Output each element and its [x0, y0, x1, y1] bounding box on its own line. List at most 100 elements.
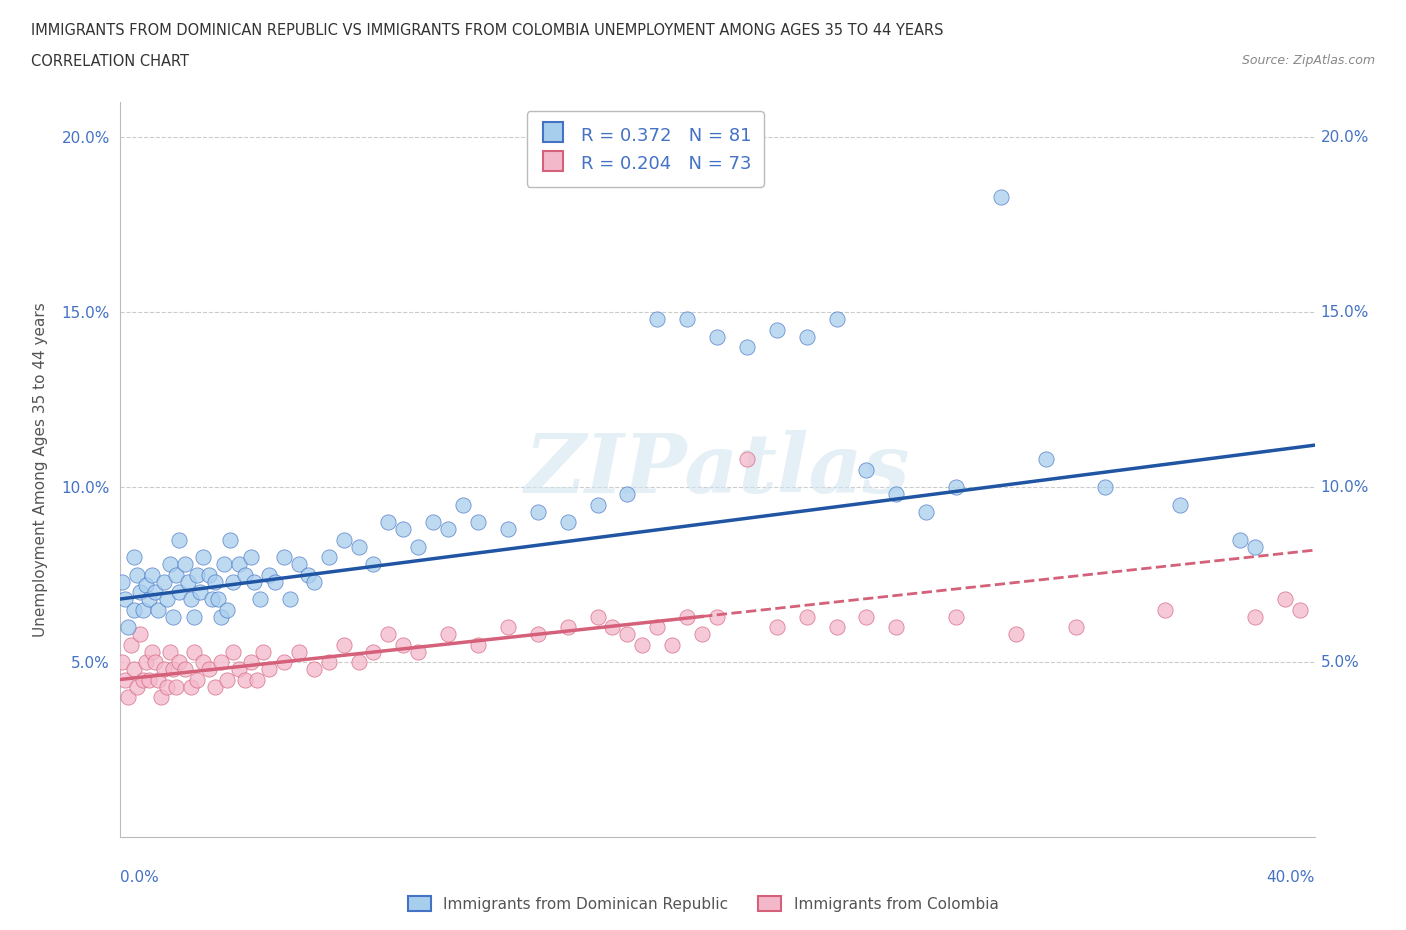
Point [347, 655, 370, 670]
Point [111, 574, 134, 589]
Point [1064, 619, 1087, 634]
Point [114, 591, 136, 606]
Point [212, 557, 235, 572]
Point [706, 329, 728, 344]
Point [129, 627, 152, 642]
Text: 10.0%: 10.0% [1320, 480, 1369, 495]
Point [273, 655, 295, 670]
Point [207, 591, 229, 606]
Point [117, 690, 139, 705]
Point [183, 609, 205, 624]
Point [204, 574, 226, 589]
Point [278, 591, 301, 606]
Point [392, 522, 415, 537]
Point [557, 514, 579, 529]
Point [392, 637, 415, 652]
Point [825, 312, 848, 326]
Point [239, 550, 263, 565]
Point [496, 522, 519, 537]
Point [631, 637, 654, 652]
Point [318, 550, 340, 565]
Point [422, 514, 444, 529]
Point [243, 574, 266, 589]
Text: Source: ZipAtlas.com: Source: ZipAtlas.com [1241, 54, 1375, 67]
Point [1035, 452, 1057, 467]
Text: 0.0%: 0.0% [120, 870, 159, 885]
Point [239, 655, 263, 670]
Point [1005, 627, 1028, 642]
Point [257, 567, 280, 582]
Point [209, 609, 232, 624]
Point [135, 578, 157, 592]
Point [766, 323, 789, 338]
Point [121, 637, 143, 652]
Point [557, 619, 579, 634]
Point [467, 514, 489, 529]
Point [174, 557, 197, 572]
Point [124, 661, 146, 676]
Point [302, 661, 325, 676]
Point [945, 609, 967, 624]
Point [162, 609, 184, 624]
Point [302, 574, 325, 589]
Point [288, 644, 311, 659]
Point [377, 627, 399, 642]
Point [796, 329, 818, 344]
Point [451, 498, 474, 512]
Point [141, 644, 163, 659]
Point [165, 567, 187, 582]
Point [191, 655, 215, 670]
Point [766, 619, 789, 634]
Point [186, 672, 208, 687]
Point [676, 312, 699, 326]
Point [796, 609, 818, 624]
Point [141, 567, 163, 582]
Point [165, 679, 187, 694]
Point [219, 532, 242, 547]
Point [1229, 532, 1251, 547]
Point [496, 619, 519, 634]
Point [647, 312, 669, 326]
Text: IMMIGRANTS FROM DOMINICAN REPUBLIC VS IMMIGRANTS FROM COLOMBIA UNEMPLOYMENT AMON: IMMIGRANTS FROM DOMINICAN REPUBLIC VS IM… [31, 23, 943, 38]
Point [1094, 480, 1116, 495]
Point [233, 567, 256, 582]
Text: 40.0%: 40.0% [1267, 870, 1315, 885]
Point [408, 539, 430, 554]
Point [159, 557, 181, 572]
Point [1244, 609, 1267, 624]
Point [117, 619, 139, 634]
Point [217, 602, 239, 617]
Point [150, 690, 173, 705]
Point [153, 574, 176, 589]
Point [111, 655, 134, 670]
Point [690, 627, 713, 642]
Point [437, 522, 460, 537]
Point [249, 591, 271, 606]
Point [363, 557, 385, 572]
Point [915, 504, 938, 519]
Point [204, 679, 226, 694]
Point [228, 557, 250, 572]
Point [945, 480, 967, 495]
Point [217, 672, 239, 687]
Point [233, 672, 256, 687]
Point [467, 637, 489, 652]
Point [616, 486, 638, 501]
Y-axis label: Unemployment Among Ages 35 to 44 years: Unemployment Among Ages 35 to 44 years [32, 302, 48, 637]
Point [586, 498, 609, 512]
Text: ZIPatlas: ZIPatlas [524, 430, 910, 510]
Point [264, 574, 287, 589]
Point [188, 585, 211, 600]
Point [288, 557, 311, 572]
Point [169, 532, 191, 547]
Point [145, 585, 166, 600]
Point [169, 585, 191, 600]
Point [886, 486, 908, 501]
Point [246, 672, 269, 687]
Legend: Immigrants from Dominican Republic, Immigrants from Colombia: Immigrants from Dominican Republic, Immi… [402, 889, 1004, 918]
Point [169, 655, 191, 670]
Text: CORRELATION CHART: CORRELATION CHART [31, 54, 188, 69]
Point [129, 585, 152, 600]
Point [1154, 602, 1177, 617]
Point [527, 504, 550, 519]
